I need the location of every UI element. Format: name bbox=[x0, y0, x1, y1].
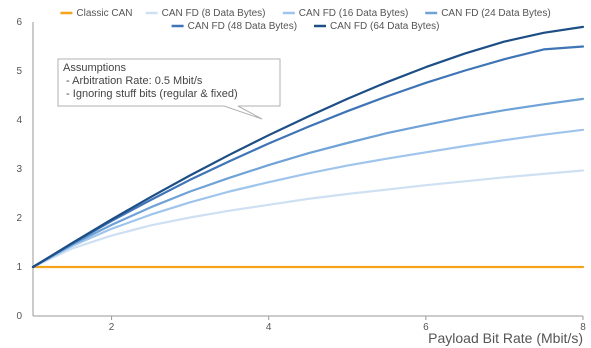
legend-label: CAN FD (16 Data Bytes) bbox=[299, 8, 408, 19]
series-line-5 bbox=[31, 25, 585, 269]
x-tick-label: 6 bbox=[423, 322, 429, 333]
series-line-3 bbox=[31, 97, 585, 269]
series-line-1 bbox=[31, 169, 585, 269]
series-line-4 bbox=[31, 45, 585, 269]
y-tick-label: 2 bbox=[16, 213, 22, 224]
x-tick-label: 2 bbox=[109, 322, 115, 333]
series-line-2 bbox=[31, 128, 585, 269]
assumptions-annotation: Assumptions - Arbitration Rate: 0.5 Mbit… bbox=[57, 58, 281, 120]
x-axis-label: Payload Bit Rate (Mbit/s) bbox=[428, 330, 583, 346]
legend-label: CAN FD (64 Data Bytes) bbox=[330, 21, 439, 32]
y-tick-label: 3 bbox=[16, 164, 22, 175]
x-tick-labels: 2 4 6 8 bbox=[109, 316, 586, 333]
y-tick-label: 5 bbox=[16, 66, 22, 77]
y-tick-label: 1 bbox=[16, 262, 22, 273]
legend-label: CAN FD (8 Data Bytes) bbox=[162, 8, 266, 19]
legend-label: CAN FD (24 Data Bytes) bbox=[441, 8, 550, 19]
y-tick-label: 0 bbox=[16, 311, 22, 322]
y-tick-label: 4 bbox=[16, 115, 22, 126]
y-tick-labels: 0 1 2 3 4 5 6 bbox=[16, 17, 22, 322]
annotation-line-1: - Arbitration Rate: 0.5 Mbit/s bbox=[63, 75, 203, 87]
x-tick-label: 4 bbox=[266, 322, 272, 333]
annotation-line-2: - Ignoring stuff bits (regular & fixed) bbox=[63, 88, 238, 100]
legend-label: Classic CAN bbox=[76, 8, 132, 19]
x-tick-label: 8 bbox=[580, 322, 586, 333]
annotation-callout-box bbox=[57, 58, 281, 120]
legend: Classic CAN CAN FD (8 Data Bytes) CAN FD (… bbox=[60, 8, 551, 32]
series-lines bbox=[31, 25, 585, 269]
annotation-title: Assumptions bbox=[63, 62, 126, 74]
legend-label: CAN FD (48 Data Bytes) bbox=[188, 21, 297, 32]
y-tick-label: 6 bbox=[16, 17, 22, 28]
